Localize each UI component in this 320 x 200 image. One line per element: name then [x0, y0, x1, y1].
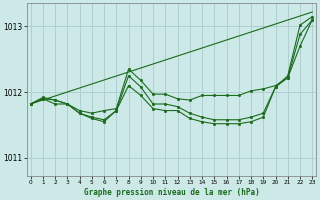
X-axis label: Graphe pression niveau de la mer (hPa): Graphe pression niveau de la mer (hPa) — [84, 188, 259, 197]
